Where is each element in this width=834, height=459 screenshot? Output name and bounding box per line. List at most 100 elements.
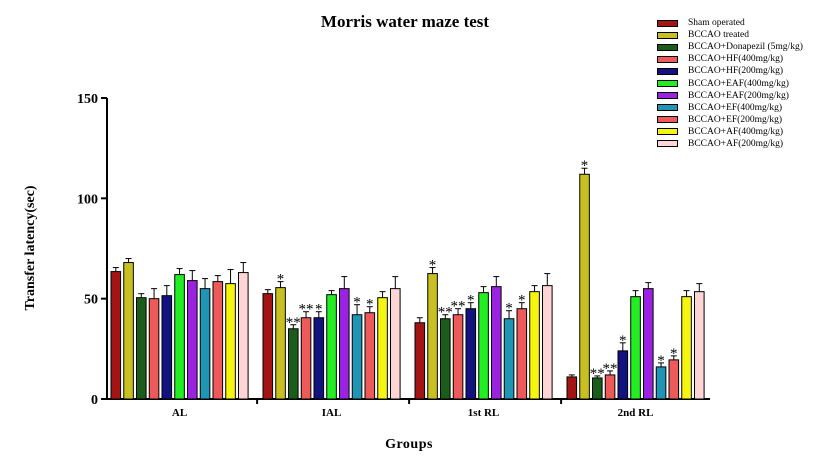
legend-item: BCCAO+AF(400mg/kg) <box>657 126 803 138</box>
bar <box>275 287 286 400</box>
bar <box>174 274 185 400</box>
significance-mark: * <box>353 295 361 311</box>
bar <box>110 271 122 400</box>
legend-item: BCCAO+EAF(200mg/kg) <box>657 90 803 102</box>
significance-mark: ** <box>603 361 618 377</box>
y-tick-label: 0 <box>91 393 98 408</box>
bar <box>148 298 160 400</box>
bar <box>655 366 667 400</box>
legend-swatch <box>657 116 678 124</box>
significance-mark: * <box>518 293 526 309</box>
bar <box>339 288 350 400</box>
legend-label: BCCAO treated <box>688 30 749 41</box>
legend-item: BCCAO treated <box>657 29 803 41</box>
significance-mark: * <box>315 302 323 318</box>
x-tick-label: 2nd RL <box>618 407 654 419</box>
y-tick-label: 100 <box>77 192 98 207</box>
significance-mark: * <box>619 333 627 349</box>
bar <box>478 292 489 400</box>
bar <box>604 374 616 400</box>
significance-mark: * <box>277 272 285 288</box>
bar <box>300 317 312 400</box>
x-tick-label: 1st RL <box>468 407 499 419</box>
y-tick-label: 150 <box>77 92 98 107</box>
bar <box>529 291 540 400</box>
bar <box>123 262 134 400</box>
bar <box>516 308 528 400</box>
bar <box>326 294 337 400</box>
significance-mark: * <box>581 158 589 174</box>
significance-mark: ** <box>286 315 301 331</box>
legend-swatch <box>657 128 678 136</box>
legend-item: BCCAO+EF(200mg/kg) <box>657 114 803 126</box>
chart-title: Morris water maze test <box>320 12 490 31</box>
legend-swatch <box>657 140 678 148</box>
legend-label: Sham operated <box>688 18 745 29</box>
bar <box>212 281 224 400</box>
bar <box>427 273 438 400</box>
bar <box>643 288 654 400</box>
legend-label: BCCAO+AF(200mg/kg) <box>688 138 784 149</box>
bar <box>390 288 401 400</box>
bar <box>440 318 451 400</box>
bar <box>503 318 515 400</box>
legend-swatch <box>657 67 678 75</box>
bar <box>465 308 477 400</box>
bar <box>187 280 198 400</box>
legend-item: BCCAO+AF(200mg/kg) <box>657 138 803 150</box>
bar <box>566 376 578 400</box>
legend-swatch <box>657 55 678 63</box>
bar <box>579 173 590 400</box>
bar <box>452 314 464 400</box>
legend: Sham operated BCCAO treated BCCAO+Donapezi… <box>657 17 803 150</box>
legend-swatch <box>657 80 678 88</box>
bar <box>630 296 641 400</box>
legend-item: Sham operated <box>657 17 803 29</box>
bar <box>617 350 629 400</box>
legend-swatch <box>657 43 678 51</box>
bar <box>161 295 173 400</box>
significance-mark: * <box>505 301 513 317</box>
y-tick-label: 50 <box>84 293 98 308</box>
bar <box>364 312 376 400</box>
bar <box>681 296 692 400</box>
bar <box>238 272 249 400</box>
bar <box>351 314 363 400</box>
bar <box>668 359 680 400</box>
significance-mark: * <box>657 353 665 369</box>
legend-label: BCCAO+EF(400mg/kg) <box>688 102 783 113</box>
legend-item: BCCAO+HF(200mg/kg) <box>657 65 803 77</box>
legend-swatch <box>657 104 678 112</box>
x-axis-label: Groups <box>385 437 433 452</box>
bar <box>313 317 325 400</box>
bar <box>199 288 211 400</box>
x-tick-label: IAL <box>322 407 342 419</box>
significance-mark: * <box>366 297 374 313</box>
significance-mark: ** <box>590 366 605 382</box>
bar <box>542 285 553 400</box>
significance-mark: * <box>429 258 437 274</box>
significance-mark: ** <box>438 305 453 321</box>
legend-label: BCCAO+EAF(200mg/kg) <box>688 90 789 101</box>
bar <box>491 286 502 400</box>
legend-label: BCCAO+EAF(400mg/kg) <box>688 78 789 89</box>
x-tick-label: AL <box>172 407 187 419</box>
bar <box>262 293 274 400</box>
bar <box>694 291 705 400</box>
legend-label: BCCAO+HF(200mg/kg) <box>688 66 784 77</box>
bar <box>225 283 236 400</box>
significance-mark: ** <box>299 302 314 318</box>
legend-item: BCCAO+EAF(400mg/kg) <box>657 77 803 89</box>
significance-mark: ** <box>451 299 466 315</box>
legend-item: BCCAO+Donapezil (5mg/kg) <box>657 41 803 53</box>
significance-mark: * <box>467 293 475 309</box>
legend-label: BCCAO+Donapezil (5mg/kg) <box>688 42 803 53</box>
legend-item: BCCAO+EF(400mg/kg) <box>657 102 803 114</box>
legend-swatch <box>657 19 678 27</box>
legend-swatch <box>657 92 678 100</box>
significance-mark: * <box>670 346 678 362</box>
bar <box>288 328 299 400</box>
legend-label: BCCAO+AF(400mg/kg) <box>688 126 784 137</box>
